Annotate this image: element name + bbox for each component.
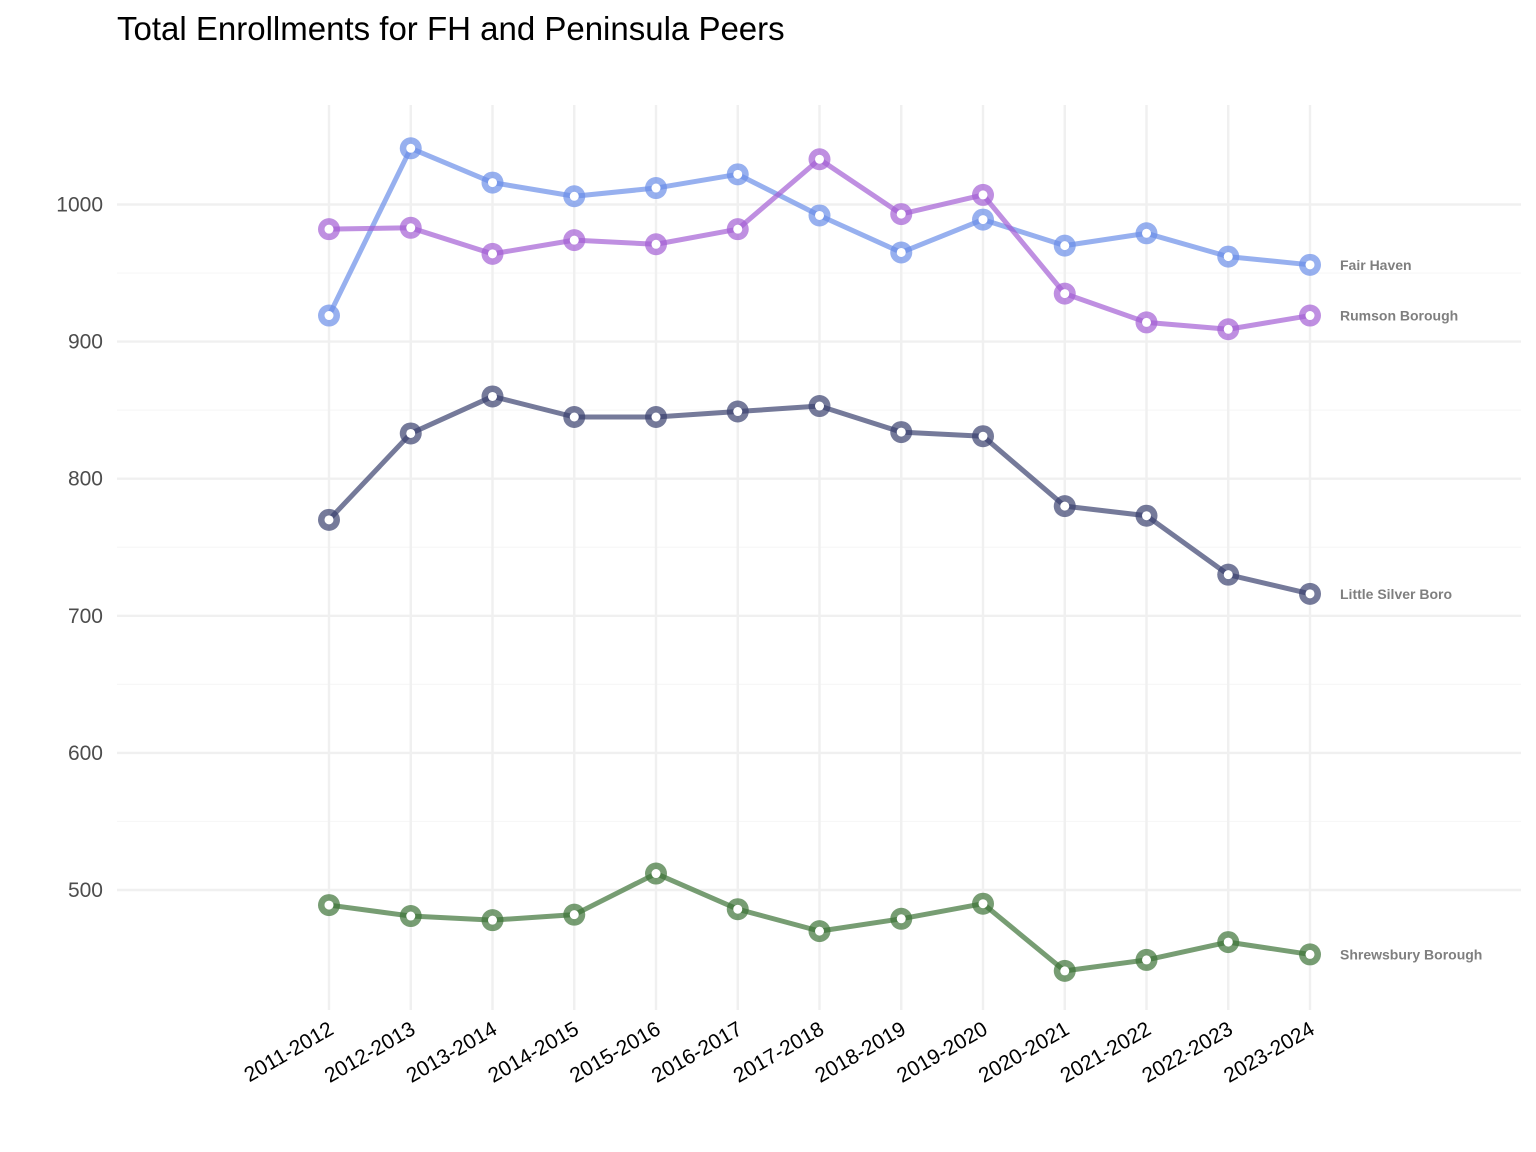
data-point-center	[569, 412, 579, 422]
data-point-center	[896, 427, 906, 437]
x-tick-label: 2019-2020	[893, 1017, 991, 1087]
data-point-center	[1305, 589, 1315, 599]
data-point-center	[324, 900, 334, 910]
y-tick-label: 800	[68, 468, 103, 491]
data-point-center	[488, 915, 497, 925]
data-point-center	[651, 183, 661, 193]
data-point-center	[488, 178, 497, 188]
series-label: Fair Haven	[1340, 257, 1412, 273]
series-group	[318, 137, 1321, 327]
y-axis-ticks: 500 600 700 800 900 1000	[56, 194, 103, 903]
series-group	[318, 148, 1321, 341]
chart-title: Total Enrollments for FH and Peninsula P…	[117, 10, 785, 47]
x-tick-label: 2012-2013	[321, 1017, 419, 1087]
data-point-center	[1305, 260, 1315, 270]
y-tick-label: 700	[68, 605, 103, 628]
data-point-center	[1142, 317, 1151, 327]
data-point-center	[978, 215, 988, 225]
data-point-center	[815, 154, 824, 164]
x-tick-label: 2023-2024	[1220, 1017, 1319, 1087]
data-point-center	[324, 224, 334, 234]
x-axis-ticks: 2011-20122012-20132013-20142014-20152015…	[240, 1017, 1318, 1087]
data-point-center	[488, 391, 497, 401]
data-point-center	[651, 412, 661, 422]
x-tick-label: 2017-2018	[730, 1017, 828, 1087]
y-tick-label: 1000	[56, 194, 103, 217]
series-labels: Fair Haven Rumson Borough Little Silver Bo…	[1340, 257, 1482, 963]
series-label: Rumson Borough	[1340, 308, 1458, 324]
y-tick-label: 600	[68, 742, 103, 765]
data-point-center	[1223, 570, 1233, 580]
series-group	[318, 862, 1321, 982]
x-tick-label: 2020-2021	[975, 1017, 1073, 1087]
x-tick-label: 2014-2015	[484, 1017, 582, 1087]
data-point-center	[406, 143, 416, 153]
x-tick-label: 2021-2022	[1057, 1017, 1155, 1087]
data-point-center	[815, 401, 824, 411]
data-point-center	[978, 899, 988, 909]
data-point-center	[1142, 955, 1151, 965]
data-point-center	[896, 914, 906, 924]
data-point-center	[1060, 289, 1070, 299]
data-point-center	[651, 239, 661, 249]
data-point-center	[569, 910, 579, 920]
data-point-center	[1305, 949, 1315, 959]
data-point-center	[1142, 511, 1151, 521]
data-point-center	[1223, 324, 1233, 334]
x-tick-label: 2022-2023	[1138, 1017, 1236, 1087]
data-point-center	[1060, 241, 1070, 251]
data-point-center	[488, 249, 497, 259]
x-tick-label: 2016-2017	[648, 1017, 746, 1087]
data-point-center	[1223, 252, 1233, 262]
data-point-center	[896, 247, 906, 257]
data-point-center	[1142, 228, 1151, 238]
series-label: Shrewsbury Borough	[1340, 946, 1482, 962]
data-point-center	[733, 224, 743, 234]
data-point-center	[978, 431, 988, 441]
x-tick-label: 2015-2016	[566, 1017, 664, 1087]
x-tick-label: 2013-2014	[403, 1017, 502, 1087]
data-point-center	[651, 869, 661, 879]
data-point-center	[406, 223, 416, 233]
data-point-center	[569, 235, 579, 245]
data-point-center	[733, 169, 743, 179]
data-point-center	[733, 407, 743, 417]
series-label: Little Silver Boro	[1340, 586, 1452, 602]
x-tick-label: 2011-2012	[240, 1017, 337, 1086]
data-point-center	[1305, 311, 1315, 321]
data-point-center	[896, 209, 906, 219]
data-point-center	[406, 911, 416, 921]
data-point-center	[324, 311, 334, 321]
y-tick-label: 500	[68, 879, 103, 902]
series-group	[318, 385, 1321, 605]
y-tick-label: 900	[68, 331, 103, 354]
series	[318, 137, 1321, 982]
x-tick-label: 2018-2019	[811, 1017, 909, 1087]
data-point-center	[733, 904, 743, 914]
data-point-center	[1060, 501, 1070, 511]
data-point-center	[978, 190, 988, 200]
data-point-center	[1060, 966, 1070, 976]
data-point-center	[815, 210, 824, 220]
data-point-center	[815, 926, 824, 936]
data-point-center	[406, 428, 416, 438]
data-point-center	[1223, 937, 1233, 947]
data-point-center	[569, 191, 579, 201]
data-point-center	[324, 515, 334, 525]
grid	[117, 105, 1521, 1010]
